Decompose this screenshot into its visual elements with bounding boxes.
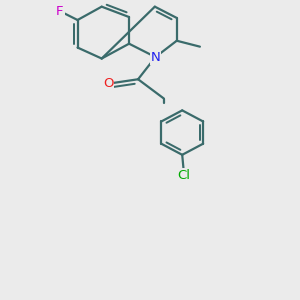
Text: Cl: Cl [178, 169, 190, 182]
Text: F: F [56, 4, 64, 18]
Text: O: O [103, 77, 113, 90]
Text: N: N [151, 50, 160, 64]
